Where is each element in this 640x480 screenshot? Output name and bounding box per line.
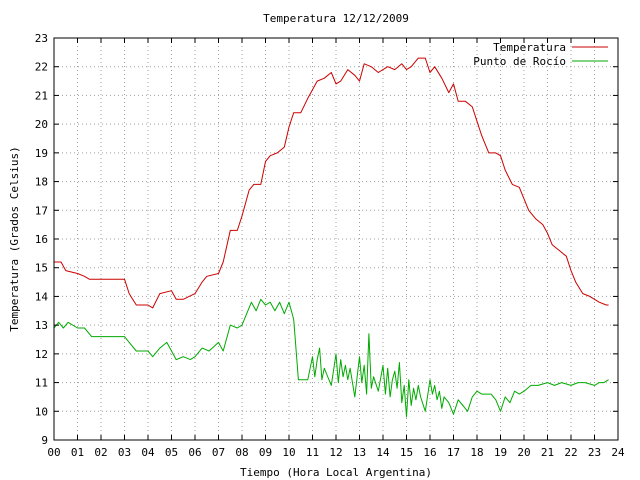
y-tick-label: 21 (35, 89, 48, 102)
legend: Temperatura Punto de Rocío (473, 41, 608, 68)
x-tick-label: 03 (118, 446, 131, 459)
x-tick-label: 16 (423, 446, 436, 459)
x-tick-label: 24 (611, 446, 625, 459)
x-tick-label: 07 (212, 446, 225, 459)
x-tick-label: 19 (494, 446, 507, 459)
x-tick-label: 12 (329, 446, 342, 459)
y-tick-label: 15 (35, 262, 48, 275)
series-layer (53, 57, 609, 418)
x-tick-label: 14 (376, 446, 390, 459)
grid-layer (54, 38, 618, 440)
x-tick-label: 05 (165, 446, 178, 459)
x-tick-label: 20 (517, 446, 530, 459)
x-tick-label: 23 (588, 446, 601, 459)
x-tick-label: 18 (470, 446, 483, 459)
x-tick-label: 08 (235, 446, 248, 459)
y-tick-label: 18 (35, 176, 48, 189)
x-tick-label: 17 (447, 446, 460, 459)
y-axis-label: Temperatura (Grados Celsius) (8, 146, 21, 331)
series-line-temperatura (54, 57, 609, 309)
series-line-punto-de-rocio (53, 298, 609, 418)
chart-title: Temperatura 12/12/2009 (263, 12, 409, 25)
y-tick-label: 17 (35, 204, 48, 217)
x-tick-label: 00 (47, 446, 60, 459)
x-tick-label: 10 (282, 446, 295, 459)
y-tick-label: 9 (41, 434, 48, 447)
x-tick-label: 22 (564, 446, 577, 459)
y-tick-label: 19 (35, 147, 48, 160)
plot-frame (53, 37, 619, 441)
y-tick-label: 13 (35, 319, 48, 332)
x-tick-label: 21 (541, 446, 554, 459)
x-tick-label: 02 (94, 446, 107, 459)
y-tick-label: 16 (35, 233, 48, 246)
x-tick-label: 15 (400, 446, 413, 459)
x-tick-label: 09 (259, 446, 272, 459)
legend-label-punto-de-rocio: Punto de Rocío (473, 55, 566, 68)
y-tick-label: 22 (35, 61, 48, 74)
x-tick-label: 06 (188, 446, 201, 459)
x-tick-label: 04 (141, 446, 155, 459)
y-tick-label: 20 (35, 118, 48, 131)
x-tick-label: 13 (353, 446, 366, 459)
y-tick-label: 23 (35, 32, 48, 45)
legend-label-temperatura: Temperatura (493, 41, 566, 54)
y-tick-label: 14 (35, 290, 49, 303)
y-tick-label: 10 (35, 405, 48, 418)
x-tick-label: 11 (306, 446, 319, 459)
y-tick-label: 12 (35, 348, 48, 361)
x-tick-label: 01 (71, 446, 84, 459)
x-axis-label: Tiempo (Hora Local Argentina) (240, 466, 432, 479)
y-tick-label: 11 (35, 377, 48, 390)
axis-layer: 9 10 11 12 13 14 15 16 17 18 19 20 21 22 23 00 01 02 03 04 0… (35, 32, 625, 459)
